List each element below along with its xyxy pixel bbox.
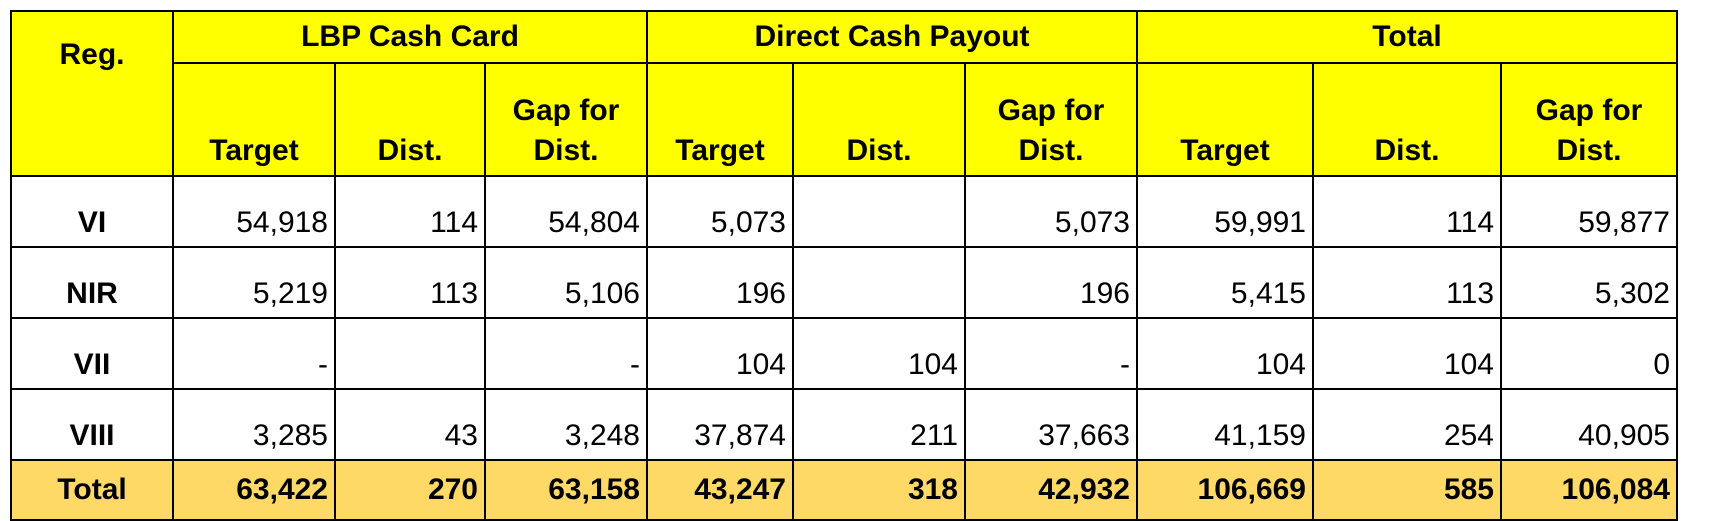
total-label: Total bbox=[10, 459, 174, 521]
column-header: Gap for Dist. bbox=[1500, 62, 1678, 177]
table-row: VI 54,918 114 54,804 5,073 5,073 59,991 … bbox=[10, 175, 1678, 248]
total-cell: 63,158 bbox=[484, 459, 648, 521]
table-cell: 196 bbox=[646, 246, 794, 319]
table-cell: 113 bbox=[334, 246, 486, 319]
table-cell: - bbox=[484, 317, 648, 390]
total-cell: 43,247 bbox=[646, 459, 794, 521]
table-cell: 41,159 bbox=[1136, 388, 1314, 461]
table-cell: 3,285 bbox=[172, 388, 336, 461]
table-cell: 254 bbox=[1312, 388, 1502, 461]
summary-table: Reg. LBP Cash Card Direct Cash Payout To… bbox=[10, 10, 1678, 521]
table-cell: 211 bbox=[792, 388, 966, 461]
table-cell: 5,073 bbox=[646, 175, 794, 248]
table-cell: 114 bbox=[334, 175, 486, 248]
column-header: Target bbox=[1136, 62, 1314, 177]
table-cell bbox=[792, 175, 966, 248]
total-cell: 270 bbox=[334, 459, 486, 521]
table-cell: 40,905 bbox=[1500, 388, 1678, 461]
table-cell: 104 bbox=[1136, 317, 1314, 390]
table-cell: 54,804 bbox=[484, 175, 648, 248]
total-cell: 106,084 bbox=[1500, 459, 1678, 521]
total-row: Total 63,422 270 63,158 43,247 318 42,93… bbox=[10, 459, 1678, 521]
table-row: VIII 3,285 43 3,248 37,874 211 37,663 41… bbox=[10, 388, 1678, 461]
region-header: Reg. bbox=[10, 10, 174, 177]
column-header: Target bbox=[172, 62, 336, 177]
table-cell: 37,663 bbox=[964, 388, 1138, 461]
group-header-direct-cash-payout: Direct Cash Payout bbox=[646, 10, 1138, 64]
table-cell: 104 bbox=[646, 317, 794, 390]
region-cell: VI bbox=[10, 175, 174, 248]
table-cell bbox=[334, 317, 486, 390]
column-header: Target bbox=[646, 62, 794, 177]
table-cell: 3,248 bbox=[484, 388, 648, 461]
total-cell: 63,422 bbox=[172, 459, 336, 521]
table-cell: 113 bbox=[1312, 246, 1502, 319]
table-cell: - bbox=[172, 317, 336, 390]
table-cell: 5,106 bbox=[484, 246, 648, 319]
column-header: Dist. bbox=[334, 62, 486, 177]
table-container: Reg. LBP Cash Card Direct Cash Payout To… bbox=[10, 10, 1678, 521]
table-cell: 5,073 bbox=[964, 175, 1138, 248]
region-cell: NIR bbox=[10, 246, 174, 319]
group-header-lbp-cash-card: LBP Cash Card bbox=[172, 10, 648, 64]
table-cell: 59,877 bbox=[1500, 175, 1678, 248]
total-cell: 318 bbox=[792, 459, 966, 521]
table-cell: 54,918 bbox=[172, 175, 336, 248]
table-cell: 196 bbox=[964, 246, 1138, 319]
table-cell: 43 bbox=[334, 388, 486, 461]
table-cell: 59,991 bbox=[1136, 175, 1314, 248]
table-cell: 0 bbox=[1500, 317, 1678, 390]
region-cell: VII bbox=[10, 317, 174, 390]
table-cell: 114 bbox=[1312, 175, 1502, 248]
column-header: Gap for Dist. bbox=[484, 62, 648, 177]
table-cell: 5,219 bbox=[172, 246, 336, 319]
table-row: VII - - 104 104 - 104 104 0 bbox=[10, 317, 1678, 390]
total-cell: 585 bbox=[1312, 459, 1502, 521]
table-cell bbox=[792, 246, 966, 319]
table-cell: 37,874 bbox=[646, 388, 794, 461]
table-cell: 5,415 bbox=[1136, 246, 1314, 319]
region-cell: VIII bbox=[10, 388, 174, 461]
table-cell: 5,302 bbox=[1500, 246, 1678, 319]
table-cell: - bbox=[964, 317, 1138, 390]
total-cell: 42,932 bbox=[964, 459, 1138, 521]
column-header: Dist. bbox=[1312, 62, 1502, 177]
group-header-total: Total bbox=[1136, 10, 1678, 64]
table-cell: 104 bbox=[792, 317, 966, 390]
table-row: NIR 5,219 113 5,106 196 196 5,415 113 5,… bbox=[10, 246, 1678, 319]
total-cell: 106,669 bbox=[1136, 459, 1314, 521]
column-header: Gap for Dist. bbox=[964, 62, 1138, 177]
column-header: Dist. bbox=[792, 62, 966, 177]
table-cell: 104 bbox=[1312, 317, 1502, 390]
